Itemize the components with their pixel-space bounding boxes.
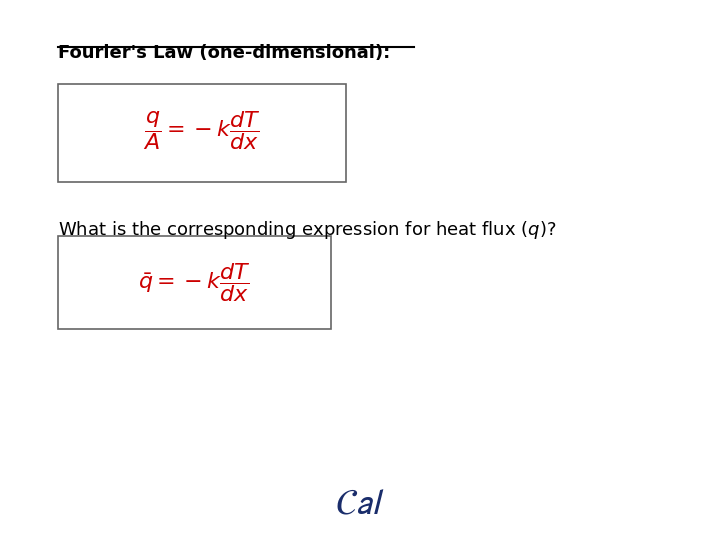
Text: Fourier's Law (one-dimensional):: Fourier's Law (one-dimensional):	[58, 44, 390, 62]
Text: $\bar{q} = -k\dfrac{dT}{dx}$: $\bar{q} = -k\dfrac{dT}{dx}$	[138, 261, 251, 304]
Text: $\dfrac{q}{A} = -k\dfrac{dT}{dx}$: $\dfrac{q}{A} = -k\dfrac{dT}{dx}$	[143, 109, 261, 152]
Text: What is the corresponding expression for heat flux ($q$)?: What is the corresponding expression for…	[58, 219, 556, 241]
FancyBboxPatch shape	[58, 236, 331, 329]
Text: CBE 150A – Transport: CBE 150A – Transport	[19, 511, 207, 525]
Text: $\mathcal{Cal}$: $\mathcal{Cal}$	[335, 488, 385, 521]
FancyBboxPatch shape	[58, 84, 346, 182]
Text: Spring Semester 2014: Spring Semester 2014	[511, 511, 701, 525]
